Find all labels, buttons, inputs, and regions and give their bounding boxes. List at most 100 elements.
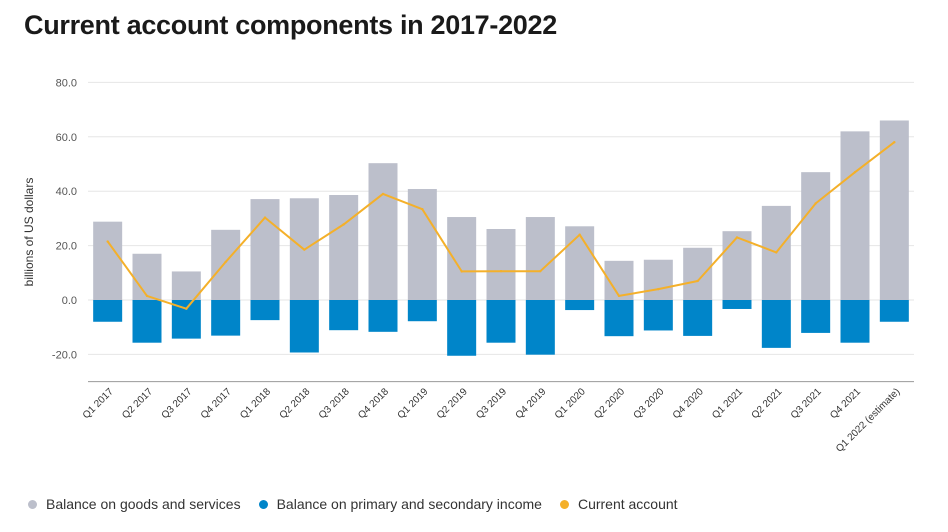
legend-item-current-account: Current account xyxy=(559,496,678,512)
legend-item-goods: Balance on goods and services xyxy=(28,496,241,512)
x-tick-labels: Q1 2017 Q2 2017 Q3 2017 Q4 2017 Q1 2018 Q2 20… xyxy=(81,386,903,455)
bar-goods-services xyxy=(683,247,713,300)
bar-primary-secondary-income xyxy=(368,300,398,332)
bar-primary-secondary-income xyxy=(565,300,595,311)
current-account-point xyxy=(657,287,660,291)
x-tick-label: Q3 2017 xyxy=(160,386,195,421)
legend-label: Balance on primary and secondary income xyxy=(276,496,542,512)
current-account-line-layer xyxy=(106,141,896,310)
bar-goods-services xyxy=(250,199,280,300)
bar-goods-services xyxy=(801,172,831,300)
bar-primary-secondary-income xyxy=(761,300,791,348)
x-tick-label: Q4 2017 xyxy=(199,386,234,421)
current-account-point xyxy=(106,240,109,243)
x-tick-label: Q4 2020 xyxy=(671,386,706,421)
x-tick-label: Q1 2019 xyxy=(396,386,431,421)
current-account-point xyxy=(421,207,424,211)
bar-goods-services xyxy=(211,229,241,300)
y-tick-label: -20.0 xyxy=(52,349,77,361)
bar-goods-services xyxy=(93,221,123,300)
y-tick-label: 20.0 xyxy=(56,241,77,253)
y-tick-label: 40.0 xyxy=(56,186,77,198)
current-account-point xyxy=(814,202,817,205)
x-tick-label: Q1 2021 xyxy=(710,386,745,421)
current-account-point xyxy=(696,279,699,283)
y-axis-label: billions of US dollars xyxy=(22,178,36,287)
bar-goods-services xyxy=(132,253,162,300)
bar-primary-secondary-income xyxy=(879,300,909,322)
legend: Balance on goods and services Balance on… xyxy=(28,496,696,512)
x-tick-label: Q4 2021 xyxy=(828,386,863,421)
bar-goods-services xyxy=(447,217,477,300)
current-account-point xyxy=(263,216,267,219)
y-tick-label: 60.0 xyxy=(56,132,77,144)
x-tick-label: Q2 2018 xyxy=(278,386,313,421)
bar-goods-services xyxy=(171,271,201,300)
bar-goods-services xyxy=(879,120,909,300)
current-account-point xyxy=(617,294,621,298)
bar-primary-secondary-income xyxy=(407,300,437,322)
bar-primary-secondary-income xyxy=(643,300,673,331)
x-tick-label: Q3 2019 xyxy=(474,386,509,421)
current-account-point xyxy=(853,170,857,174)
x-tick-label: Q3 2020 xyxy=(632,386,667,421)
bar-goods-services xyxy=(840,131,870,300)
y-tick-label: 80.0 xyxy=(56,77,77,89)
legend-dot-icon xyxy=(28,499,37,509)
legend-dot-icon xyxy=(559,499,569,509)
current-account-point xyxy=(893,141,896,144)
x-tick-label: Q1 2020 xyxy=(553,386,588,421)
bar-goods-services xyxy=(643,259,673,300)
legend-label: Balance on goods and services xyxy=(46,496,241,512)
bars xyxy=(93,120,909,356)
bar-primary-secondary-income xyxy=(486,300,516,343)
current-account-point xyxy=(460,270,463,273)
bar-primary-secondary-income xyxy=(447,300,477,356)
current-account-point xyxy=(185,307,188,310)
bar-goods-services xyxy=(565,226,595,300)
current-account-point xyxy=(342,223,345,226)
current-account-point xyxy=(224,260,227,264)
x-tick-label: Q4 2019 xyxy=(514,386,549,421)
current-account-point xyxy=(499,269,503,273)
bar-primary-secondary-income xyxy=(211,300,241,336)
bar-primary-secondary-income xyxy=(93,300,123,322)
x-tick-label: Q4 2018 xyxy=(356,386,391,421)
y-tick-label: 0.0 xyxy=(62,295,77,307)
legend-dot-icon xyxy=(258,499,268,509)
x-tick-label: Q1 2018 xyxy=(238,386,273,421)
bar-goods-services xyxy=(329,195,359,300)
current-account-point xyxy=(303,248,306,251)
bar-goods-services xyxy=(722,231,752,300)
x-tick-label: Q3 2018 xyxy=(317,386,352,421)
x-tick-label: Q1 2017 xyxy=(81,386,116,421)
x-tick-label: Q2 2019 xyxy=(435,386,470,421)
current-account-point xyxy=(735,236,739,239)
bar-goods-services xyxy=(407,189,437,300)
x-tick-label: Q2 2021 xyxy=(750,386,785,421)
bar-primary-secondary-income xyxy=(525,300,555,355)
bar-goods-services xyxy=(486,229,516,300)
bar-primary-secondary-income xyxy=(329,300,359,331)
x-tick-label: Q3 2021 xyxy=(789,386,824,421)
bar-goods-services xyxy=(368,163,398,300)
current-account-point xyxy=(145,294,149,298)
bar-primary-secondary-income xyxy=(604,300,634,337)
bar-primary-secondary-income xyxy=(289,300,319,353)
bar-primary-secondary-income xyxy=(722,300,752,309)
x-tick-label: Q2 2017 xyxy=(120,386,155,421)
bar-primary-secondary-income xyxy=(840,300,870,343)
y-tick-labels: -20.0 0.0 20.0 40.0 60.0 80.0 xyxy=(52,77,77,361)
current-account-point xyxy=(539,269,542,273)
bar-primary-secondary-income xyxy=(801,300,831,333)
x-tick-label: Q2 2020 xyxy=(592,386,627,421)
legend-item-income: Balance on primary and secondary income xyxy=(258,496,542,512)
bar-goods-services xyxy=(525,217,555,300)
current-account-point xyxy=(775,251,778,254)
current-account-point xyxy=(578,233,581,236)
bar-primary-secondary-income xyxy=(132,300,162,343)
legend-label: Current account xyxy=(577,496,678,512)
bar-primary-secondary-income xyxy=(683,300,713,336)
current-account-point xyxy=(381,192,385,196)
bar-primary-secondary-income xyxy=(250,300,280,321)
